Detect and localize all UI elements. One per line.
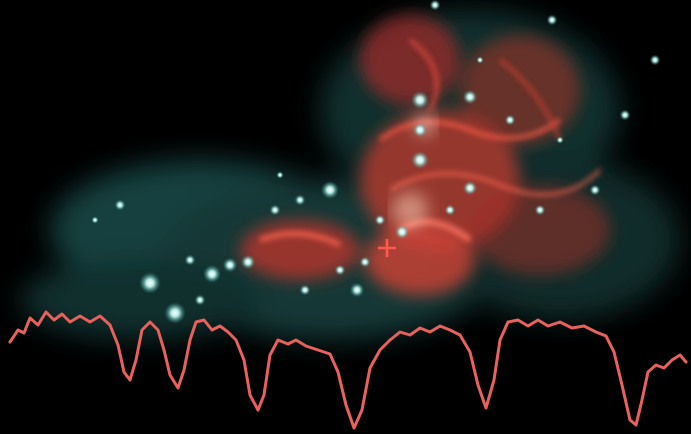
star — [164, 302, 186, 324]
star — [184, 254, 196, 266]
spectrum-line — [8, 310, 688, 430]
star — [114, 199, 126, 211]
star — [269, 204, 281, 216]
star — [556, 136, 564, 144]
star — [321, 181, 339, 199]
star — [589, 184, 601, 196]
star — [394, 224, 410, 240]
star — [194, 294, 206, 306]
star — [649, 54, 661, 66]
star — [349, 282, 365, 298]
star — [504, 114, 516, 126]
star — [429, 0, 441, 11]
red-nebula — [240, 15, 610, 295]
star — [222, 257, 238, 273]
star — [534, 204, 546, 216]
star — [299, 284, 311, 296]
star — [546, 14, 558, 26]
star — [359, 256, 371, 268]
star — [240, 254, 256, 270]
star — [294, 194, 306, 206]
star — [334, 264, 346, 276]
star — [462, 180, 478, 196]
star — [91, 216, 99, 224]
star — [203, 265, 221, 283]
star — [619, 109, 631, 121]
star — [374, 214, 386, 226]
star — [462, 89, 478, 105]
star — [139, 272, 161, 294]
star — [411, 151, 429, 169]
crosshair-plus-icon — [378, 239, 396, 257]
star — [476, 56, 484, 64]
star — [411, 91, 429, 109]
star — [412, 122, 428, 138]
star — [276, 171, 284, 179]
star — [444, 204, 456, 216]
star-field — [91, 0, 661, 324]
